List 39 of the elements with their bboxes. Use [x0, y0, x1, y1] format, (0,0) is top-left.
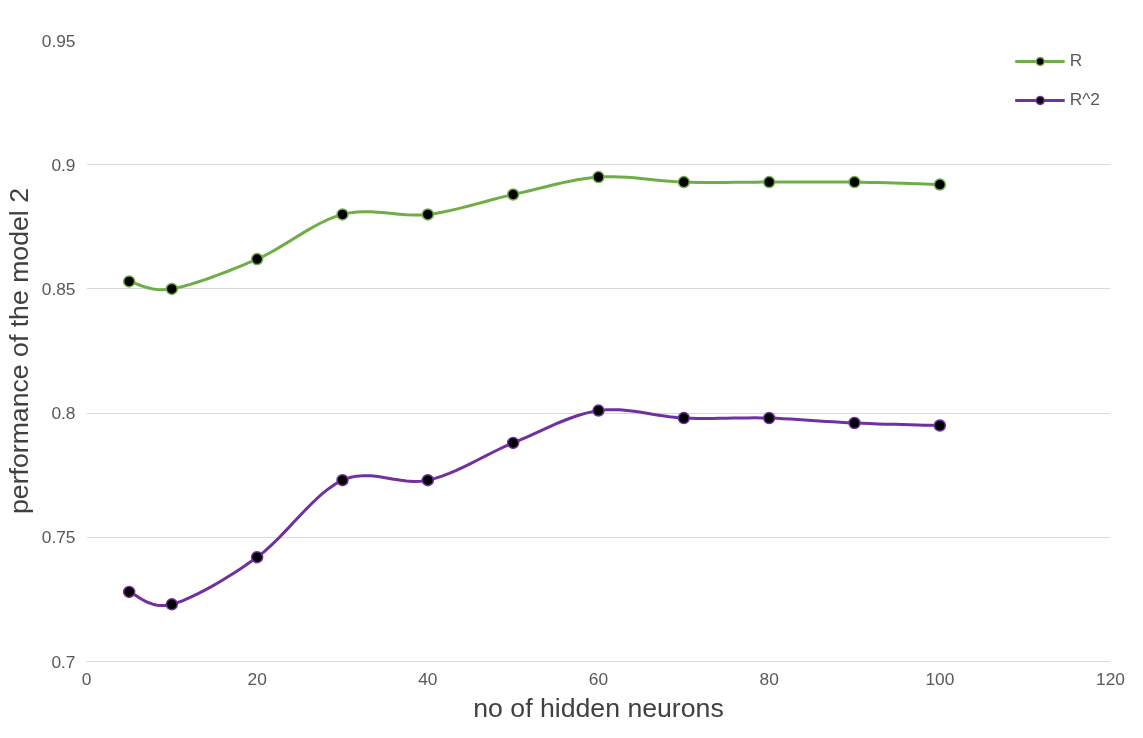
x-tick-label: 0 — [81, 668, 92, 689]
point — [122, 585, 136, 599]
point — [848, 416, 861, 430]
y-tick-label: 0.8 — [51, 403, 76, 424]
point — [592, 170, 605, 184]
point — [933, 419, 947, 432]
y-tick-label: 0.7 — [51, 651, 76, 672]
x-axis-title: no of hidden neurons — [473, 692, 724, 723]
x-tick-label: 80 — [759, 668, 779, 689]
point — [421, 208, 435, 221]
x-tick-label: 120 — [1096, 668, 1125, 689]
point — [677, 175, 691, 189]
point — [165, 282, 179, 296]
legend-label: R^2 — [1069, 89, 1100, 110]
point — [848, 175, 861, 189]
x-tick-label: 100 — [925, 668, 955, 689]
y-tick-label: 0.9 — [51, 154, 76, 175]
point — [506, 188, 520, 201]
x-tick-label: 60 — [588, 668, 609, 689]
y-tick-label: 0.95 — [41, 30, 76, 51]
point — [933, 178, 947, 191]
legend-label: R — [1069, 50, 1084, 71]
point — [165, 598, 179, 611]
point — [336, 208, 349, 221]
point — [421, 473, 435, 487]
point — [677, 411, 691, 425]
x-tick-label: 20 — [247, 668, 267, 689]
y-tick-label: 0.85 — [41, 278, 76, 299]
x-tick-label: 40 — [418, 668, 438, 689]
point — [250, 252, 264, 266]
point — [336, 473, 349, 487]
y-axis-title: performance of the model 2 — [3, 188, 34, 514]
point — [122, 275, 136, 288]
point — [762, 175, 776, 189]
point — [762, 411, 776, 425]
y-tick-label: 0.75 — [41, 527, 76, 548]
point — [250, 550, 264, 564]
point — [592, 404, 605, 417]
point — [506, 436, 520, 450]
